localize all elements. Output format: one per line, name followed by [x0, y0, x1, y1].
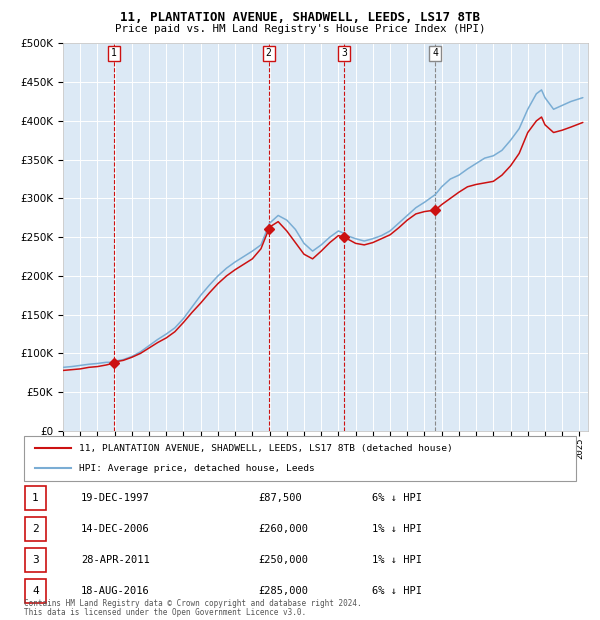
Text: Contains HM Land Registry data © Crown copyright and database right 2024.: Contains HM Land Registry data © Crown c… [24, 598, 362, 608]
Text: 3: 3 [32, 555, 39, 565]
Text: 11, PLANTATION AVENUE, SHADWELL, LEEDS, LS17 8TB: 11, PLANTATION AVENUE, SHADWELL, LEEDS, … [120, 11, 480, 24]
Text: 3: 3 [341, 48, 347, 58]
Text: £87,500: £87,500 [258, 493, 302, 503]
Text: 4: 4 [32, 586, 39, 596]
Text: This data is licensed under the Open Government Licence v3.0.: This data is licensed under the Open Gov… [24, 608, 306, 617]
Text: Price paid vs. HM Land Registry's House Price Index (HPI): Price paid vs. HM Land Registry's House … [115, 24, 485, 33]
FancyBboxPatch shape [25, 486, 46, 510]
Text: 1% ↓ HPI: 1% ↓ HPI [372, 555, 422, 565]
Text: 1: 1 [32, 493, 39, 503]
Text: 2: 2 [266, 48, 272, 58]
Text: 19-DEC-1997: 19-DEC-1997 [81, 493, 150, 503]
Text: 11, PLANTATION AVENUE, SHADWELL, LEEDS, LS17 8TB (detached house): 11, PLANTATION AVENUE, SHADWELL, LEEDS, … [79, 444, 453, 453]
Text: 1% ↓ HPI: 1% ↓ HPI [372, 524, 422, 534]
FancyBboxPatch shape [25, 517, 46, 541]
Text: £250,000: £250,000 [258, 555, 308, 565]
Text: HPI: Average price, detached house, Leeds: HPI: Average price, detached house, Leed… [79, 464, 315, 472]
Text: 6% ↓ HPI: 6% ↓ HPI [372, 493, 422, 503]
FancyBboxPatch shape [25, 548, 46, 572]
Text: 6% ↓ HPI: 6% ↓ HPI [372, 586, 422, 596]
Text: 2: 2 [32, 524, 39, 534]
Text: £285,000: £285,000 [258, 586, 308, 596]
Text: 4: 4 [433, 48, 438, 58]
FancyBboxPatch shape [24, 436, 576, 480]
Text: 1: 1 [111, 48, 117, 58]
Text: 28-APR-2011: 28-APR-2011 [81, 555, 150, 565]
Text: 18-AUG-2016: 18-AUG-2016 [81, 586, 150, 596]
FancyBboxPatch shape [25, 579, 46, 603]
Text: £260,000: £260,000 [258, 524, 308, 534]
Text: 14-DEC-2006: 14-DEC-2006 [81, 524, 150, 534]
